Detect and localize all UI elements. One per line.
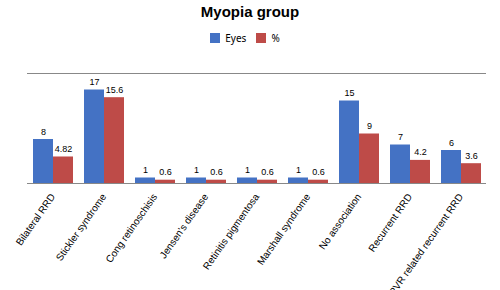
svg-text:15: 15 — [344, 88, 354, 98]
svg-text:7: 7 — [398, 132, 403, 142]
html-text:Eyes: Eyes — [225, 30, 247, 45]
svg-text:0.6: 0.6 — [210, 167, 223, 177]
svg-text:0.6: 0.6 — [261, 167, 274, 177]
svg-text:17: 17 — [89, 77, 99, 87]
svg-text:0.6: 0.6 — [159, 167, 172, 177]
html-text:Myopia group: Myopia group — [200, 3, 300, 20]
svg-text:0.6: 0.6 — [312, 167, 325, 177]
svg-text:No association: No association — [317, 191, 364, 251]
svg-text:15.6: 15.6 — [106, 85, 124, 95]
svg-text:8: 8 — [41, 127, 46, 137]
svg-text:Cong retinoschisis: Cong retinoschisis — [103, 191, 159, 264]
svg-text:3.6: 3.6 — [465, 151, 478, 161]
svg-text:6: 6 — [449, 138, 454, 148]
svg-text:Marshall syndrome: Marshall syndrome — [255, 191, 313, 267]
svg-text:PVR related recurrent RRD: PVR related recurrent RRD — [387, 191, 466, 290]
svg-text:Bilateral RRD: Bilateral RRD — [14, 191, 58, 247]
svg-text:1: 1 — [245, 165, 250, 175]
svg-text:1: 1 — [296, 165, 301, 175]
svg-text:Recurrent RRD: Recurrent RRD — [366, 191, 414, 253]
svg-text:Jensen's disease: Jensen's disease — [157, 191, 210, 260]
svg-text:1: 1 — [143, 165, 148, 175]
svg-text:Retinitis pigmentosa: Retinitis pigmentosa — [201, 191, 262, 271]
svg-text:4.2: 4.2 — [414, 147, 427, 157]
svg-text:4.82: 4.82 — [55, 144, 73, 154]
svg-text:Stickler syndrome: Stickler syndrome — [54, 191, 109, 263]
svg-text:1: 1 — [194, 165, 199, 175]
svg-text:9: 9 — [367, 121, 372, 131]
